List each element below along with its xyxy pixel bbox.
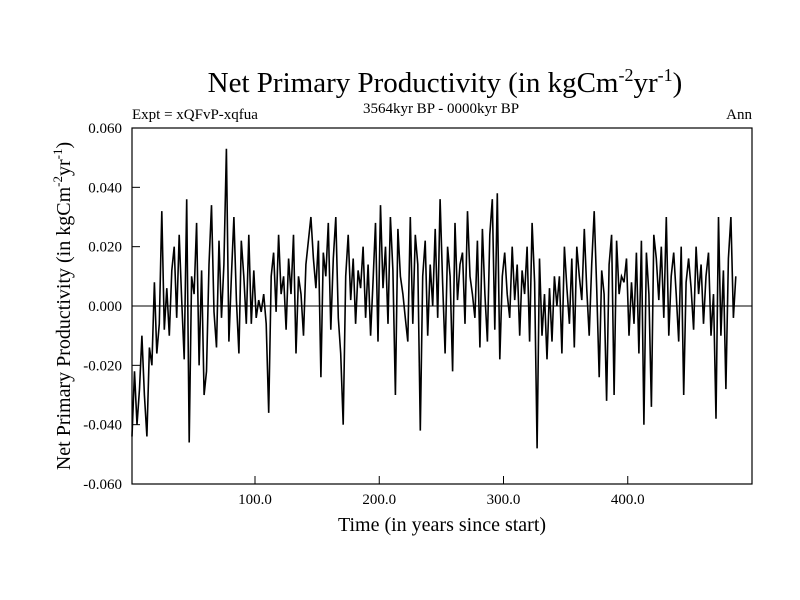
y-axis-title: Net Primary Productivity (in kgCm-2yr-1)	[50, 142, 75, 470]
chart-title: Net Primary Productivity (in kgCm-2yr-1)	[208, 65, 683, 99]
subtitle-experiment: Expt = xQFvP-xqfua	[132, 107, 258, 123]
subtitle-season: Ann	[726, 107, 752, 123]
y-tick-label: -0.040	[83, 418, 122, 434]
y-tick-label: 0.000	[88, 299, 122, 315]
x-tick-label: 100.0	[238, 492, 272, 508]
y-tick-label: -0.060	[83, 477, 122, 493]
y-tick-label: 0.020	[88, 240, 122, 256]
y-tick-label: 0.060	[88, 121, 122, 137]
x-axis-title: Time (in years since start)	[338, 514, 546, 536]
npp-series-line	[131, 148, 737, 449]
subtitle-period: 3564kyr BP - 0000kyr BP	[363, 101, 519, 117]
x-tick-label: 400.0	[611, 492, 645, 508]
y-axis: -0.060 -0.040 -0.020 0.000 0.020 0.040 0…	[83, 121, 140, 493]
x-axis: 100.0 200.0 300.0 400.0	[238, 476, 645, 508]
x-tick-label: 300.0	[487, 492, 521, 508]
x-tick-label: 200.0	[362, 492, 396, 508]
y-tick-label: -0.020	[83, 358, 122, 374]
y-tick-label: 0.040	[88, 180, 122, 196]
